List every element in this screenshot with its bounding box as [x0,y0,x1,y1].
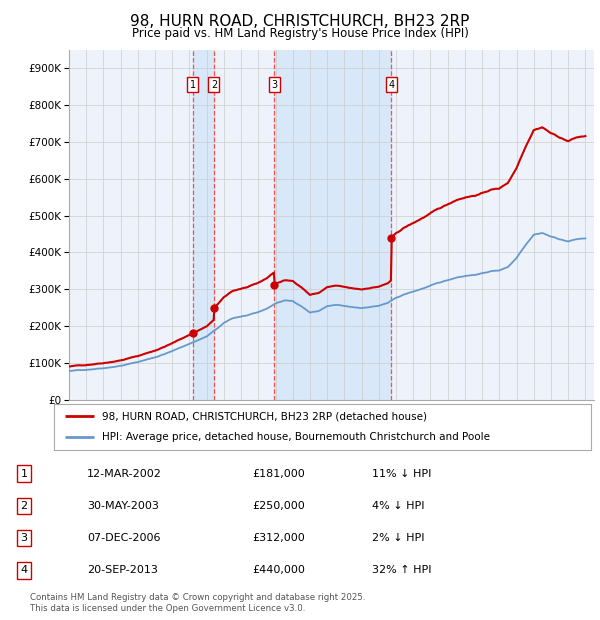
Text: 2003: 2003 [207,405,216,428]
Text: 98, HURN ROAD, CHRISTCHURCH, BH23 2RP: 98, HURN ROAD, CHRISTCHURCH, BH23 2RP [130,14,470,29]
Text: 2020: 2020 [499,405,508,428]
Text: 11% ↓ HPI: 11% ↓ HPI [372,469,431,479]
Text: £312,000: £312,000 [252,533,305,543]
Text: 2002: 2002 [190,405,199,428]
Text: 2023: 2023 [551,405,560,428]
Text: 1996: 1996 [86,405,95,428]
Text: 2012: 2012 [362,405,371,428]
Text: HPI: Average price, detached house, Bournemouth Christchurch and Poole: HPI: Average price, detached house, Bour… [103,432,490,442]
Text: 2% ↓ HPI: 2% ↓ HPI [372,533,425,543]
Text: 2017: 2017 [448,405,457,428]
Text: 2010: 2010 [327,405,336,428]
Text: 2021: 2021 [517,405,526,428]
Text: 98, HURN ROAD, CHRISTCHURCH, BH23 2RP (detached house): 98, HURN ROAD, CHRISTCHURCH, BH23 2RP (d… [103,412,427,422]
Text: 4: 4 [20,565,28,575]
Text: 2009: 2009 [310,405,319,428]
Text: 32% ↑ HPI: 32% ↑ HPI [372,565,431,575]
Text: 2024: 2024 [568,405,577,428]
Text: 2004: 2004 [224,405,233,428]
Text: 4: 4 [388,79,394,90]
Text: Contains HM Land Registry data © Crown copyright and database right 2025.
This d: Contains HM Land Registry data © Crown c… [30,593,365,613]
Text: 2: 2 [20,501,28,511]
Text: 1999: 1999 [138,405,147,428]
Text: 1998: 1998 [121,405,130,428]
Text: 2007: 2007 [275,405,284,428]
Text: Price paid vs. HM Land Registry's House Price Index (HPI): Price paid vs. HM Land Registry's House … [131,27,469,40]
Text: 2013: 2013 [379,405,388,428]
Text: 2005: 2005 [241,405,250,428]
Text: 2: 2 [211,79,217,90]
Text: £440,000: £440,000 [252,565,305,575]
Text: 2000: 2000 [155,405,164,428]
Text: 2018: 2018 [465,405,474,428]
Text: 12-MAR-2002: 12-MAR-2002 [87,469,162,479]
Text: 2022: 2022 [534,405,543,428]
Text: 2001: 2001 [172,405,181,428]
Text: 07-DEC-2006: 07-DEC-2006 [87,533,161,543]
Text: 2015: 2015 [413,405,422,428]
Text: £181,000: £181,000 [252,469,305,479]
Text: 30-MAY-2003: 30-MAY-2003 [87,501,159,511]
Text: 2019: 2019 [482,405,491,428]
Text: 2008: 2008 [293,405,302,428]
Text: £250,000: £250,000 [252,501,305,511]
Text: 2011: 2011 [344,405,353,428]
Text: 3: 3 [20,533,28,543]
Text: 1: 1 [190,79,196,90]
Text: 1: 1 [20,469,28,479]
Bar [274,50,391,400]
Text: 2025: 2025 [586,405,595,428]
Text: 1995: 1995 [69,405,78,428]
Text: 2016: 2016 [430,405,439,428]
Text: 20-SEP-2013: 20-SEP-2013 [87,565,158,575]
Text: 2014: 2014 [396,405,405,428]
Text: 1997: 1997 [103,405,112,428]
Text: 2006: 2006 [259,405,268,428]
Text: 3: 3 [271,79,277,90]
Bar [193,50,214,400]
Text: 4% ↓ HPI: 4% ↓ HPI [372,501,425,511]
